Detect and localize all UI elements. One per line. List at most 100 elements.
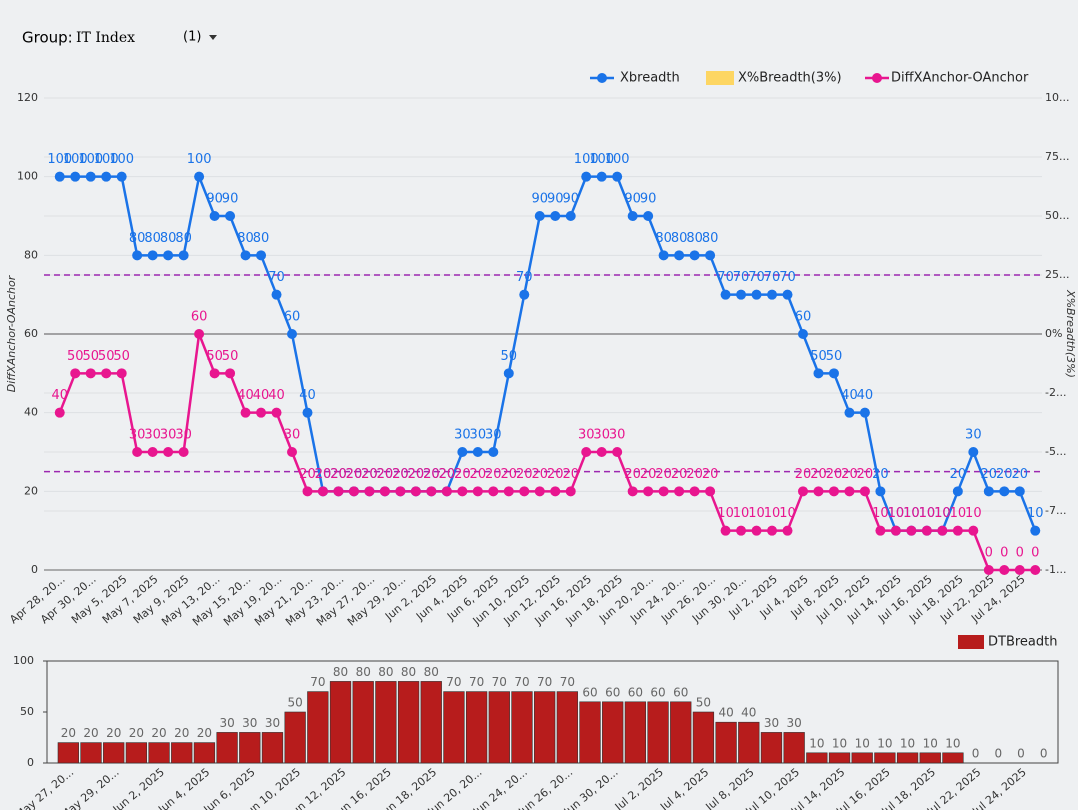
data-label: 0 [985,546,993,561]
bar [148,742,170,764]
data-label: 70 [717,270,734,285]
data-point [488,447,499,457]
data-point [736,525,747,536]
data-label: 80 [424,665,439,679]
data-point [782,525,793,536]
data-label: 10 [945,736,960,750]
data-label: 30 [578,428,595,443]
bar [828,752,851,764]
data-point [797,486,808,497]
data-point [906,525,917,536]
data-label: 70 [514,675,529,689]
data-point [921,525,932,536]
data-label: 30 [144,428,161,443]
data-label: 20 [151,726,166,740]
data-label: 20 [423,467,440,482]
bar [556,691,578,764]
dropdown-arrow[interactable] [209,35,217,40]
data-point [441,486,452,497]
data-label: 30 [160,428,177,443]
bar [420,681,442,764]
y2-tick-label: -7... [1045,504,1066,517]
data-label: 20 [826,467,843,482]
data-label: 40 [857,388,874,403]
bar [443,691,465,764]
data-label: 10 [903,506,920,521]
data-label: 10 [903,506,920,521]
data-point [472,486,483,497]
y-tick-label: 100 [13,654,34,667]
data-point [70,368,81,379]
bar [329,681,352,764]
bar [874,752,896,764]
data-label: 100 [78,152,103,167]
bar [896,752,919,764]
data-label: 20 [795,467,812,482]
y-tick-label: 60 [24,327,38,340]
data-label: 10 [1027,506,1044,521]
data-label: 0 [1017,747,1025,761]
data-point [952,486,963,497]
data-label: 10 [919,506,936,521]
bar [239,732,261,764]
data-label: 20 [624,467,641,482]
data-label: 40 [741,706,756,720]
data-point [596,171,607,182]
data-label: 30 [129,428,146,443]
data-point [225,368,236,379]
bar [193,742,216,764]
data-label: 10 [919,506,936,521]
y-tick-label: 0 [31,563,38,576]
data-point [736,289,747,300]
data-label: 30 [284,428,301,443]
data-label: 10 [934,506,951,521]
data-label: 30 [485,428,502,443]
data-label: 50 [696,696,711,710]
data-point [240,407,251,418]
data-point [813,368,824,379]
data-label: 60 [650,685,665,699]
data-point [844,486,855,497]
bar [919,752,941,764]
data-point [240,250,251,261]
data-point [519,289,530,300]
data-label: 90 [531,192,548,207]
data-point [287,329,298,339]
data-label: 30 [470,428,487,443]
bar [534,691,556,764]
data-label: 80 [160,231,177,246]
group-count[interactable]: (1) [183,30,201,45]
data-point [395,486,406,497]
data-point [550,486,561,497]
data-point [503,368,514,379]
data-label: 30 [242,716,257,730]
data-label: 20 [361,467,378,482]
data-label: 10 [779,506,796,521]
data-label: 10 [809,736,824,750]
data-point [116,368,127,379]
data-label: 20 [857,467,874,482]
bar [216,732,238,764]
data-point [767,525,778,536]
data-point [596,447,607,457]
bar [692,711,715,764]
data-label: 20 [516,467,533,482]
data-point [287,447,298,457]
data-label: 80 [129,231,146,246]
data-point [472,447,483,457]
data-label: 30 [219,716,234,730]
bar [806,752,828,764]
legend-label: Xbreadth [620,71,680,86]
data-point [302,486,313,497]
data-label: 70 [764,270,781,285]
group-value[interactable]: IT Index [76,30,135,46]
data-label: 20 [655,467,672,482]
data-point [550,211,561,221]
data-point [875,486,886,497]
data-label: 20 [392,467,409,482]
data-label: 10 [965,506,982,521]
data-point [999,486,1010,497]
data-label: 20 [408,467,425,482]
data-label: 70 [516,270,533,285]
bar [511,691,533,764]
